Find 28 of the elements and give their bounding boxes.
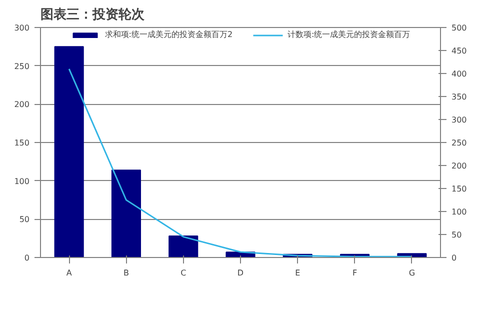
y-tick-label: 0 <box>24 254 30 262</box>
legend-label: 求和项:统一成美元的投资金额百万2 <box>104 29 233 40</box>
y-tick-label: 250 <box>14 62 30 71</box>
y2-tick-label: 250 <box>452 138 467 148</box>
x-tick-label: B <box>123 268 129 278</box>
y-tick-label: 150 <box>14 138 30 148</box>
y2-tick-label: 300 <box>452 116 467 124</box>
y2-tick-label: 100 <box>452 208 467 216</box>
x-tick-label: A <box>66 268 72 278</box>
x-tick-label: G <box>408 268 416 278</box>
legend-label: 计数项:统一成美元的投资金额百万 <box>288 29 410 40</box>
y2-tick-label: 150 <box>452 184 467 194</box>
x-tick-label: E <box>295 268 300 278</box>
y2-tick-label: 50 <box>452 230 462 240</box>
chart-title: 图表三：投资轮次 <box>40 8 146 22</box>
x-tick-label: F <box>352 268 358 278</box>
y-tick-label: 50 <box>19 215 30 224</box>
y2-tick-label: 500 <box>452 24 467 32</box>
y2-tick-label: 0 <box>452 254 457 262</box>
y-tick-label: 200 <box>14 100 30 110</box>
y2-tick-label: 200 <box>452 162 467 170</box>
x-tick-label: D <box>237 268 244 278</box>
y2-tick-label: 400 <box>452 70 467 78</box>
y-tick-label: 100 <box>14 176 30 186</box>
x-tick-label: C <box>180 268 187 278</box>
y-tick-label: 300 <box>14 24 30 32</box>
y2-tick-label: 450 <box>452 46 467 56</box>
y2-tick-label: 350 <box>452 92 467 102</box>
